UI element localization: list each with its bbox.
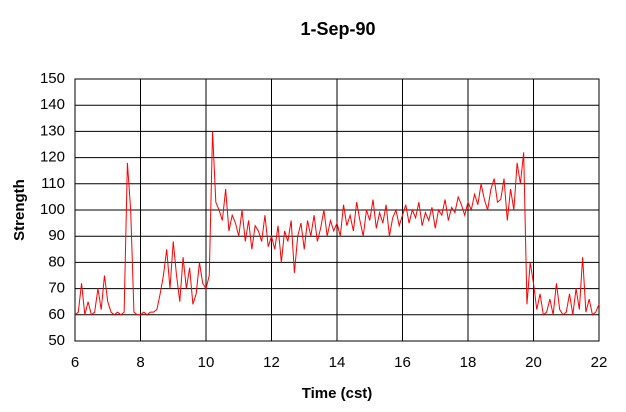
y-tick-label: 60	[48, 306, 65, 323]
x-tick-label: 8	[136, 354, 144, 371]
plot-border	[74, 78, 600, 342]
y-tick-label: 80	[48, 253, 65, 270]
y-tick-label: 140	[40, 96, 65, 113]
x-tick-label: 20	[525, 354, 542, 371]
data-line	[74, 131, 600, 316]
y-tick-label: 110	[41, 175, 65, 192]
x-tick-label: 12	[263, 354, 280, 371]
y-tick-label: 120	[40, 149, 65, 166]
x-tick-label: 22	[591, 354, 608, 371]
x-axis-title: Time (cst)	[302, 385, 373, 402]
y-tick-label: 50	[48, 332, 65, 349]
x-tick-label: 6	[71, 354, 79, 371]
y-tick-label: 150	[40, 70, 65, 87]
y-tick-label: 130	[40, 122, 65, 139]
y-axis-title: Strength	[11, 179, 28, 241]
chart-title: 1-Sep-90	[300, 19, 375, 39]
x-tick-label: 10	[198, 354, 215, 371]
y-tick-label: 70	[48, 280, 65, 297]
x-tick-label: 14	[329, 354, 346, 371]
x-tick-label: 16	[394, 354, 411, 371]
x-tick-label: 18	[460, 354, 477, 371]
y-tick-label: 100	[40, 201, 65, 218]
y-tick-label: 90	[48, 227, 65, 244]
